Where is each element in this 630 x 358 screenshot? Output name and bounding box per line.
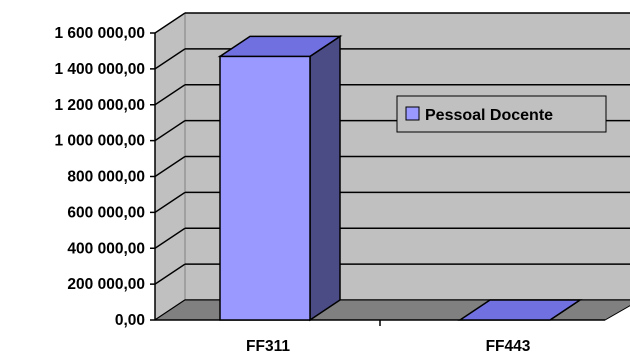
legend: Pessoal Docente	[396, 95, 607, 133]
y-tick-label: 1 600 000,00	[54, 25, 145, 42]
legend-swatch	[405, 106, 420, 121]
y-tick-label: 400 000,00	[67, 240, 145, 257]
bar-side	[309, 34, 341, 322]
gridline-diagonal	[154, 48, 186, 70]
y-tick-label: 800 000,00	[67, 169, 145, 186]
bar-top	[217, 35, 343, 58]
bar-ff311	[217, 34, 343, 322]
gridline-diagonal	[154, 191, 186, 213]
bar-ff443	[457, 299, 583, 321]
legend-label-pessoal-docente: Pessoal Docente	[425, 107, 553, 124]
y-tick-label: 600 000,00	[67, 204, 145, 221]
y-tick-label: 1 400 000,00	[54, 61, 145, 78]
gridline-diagonal	[154, 263, 186, 285]
x-tick-label-ff443: FF443	[486, 338, 531, 355]
y-tick-label: 1 200 000,00	[54, 97, 145, 114]
legend-box	[396, 95, 607, 133]
y-tick-label: 0,00	[115, 312, 145, 329]
y-tick-label: 200 000,00	[67, 276, 145, 293]
gridline-diagonal	[154, 12, 186, 34]
bar-top	[457, 299, 583, 321]
x-axis-labels: FF311 FF443	[246, 338, 531, 355]
y-axis: 0,00 200 000,00 400 000,00 600 000,00 800 00…	[54, 25, 605, 329]
x-tick-label-ff311: FF311	[246, 338, 290, 355]
gridline-diagonal	[154, 84, 186, 106]
gridline-diagonal	[154, 155, 186, 178]
y-tick-label: 1 000 000,00	[54, 133, 145, 150]
bar-front	[219, 55, 311, 321]
bars	[217, 34, 583, 322]
gridline-diagonal	[154, 120, 186, 142]
gridline-diagonal	[154, 227, 186, 249]
